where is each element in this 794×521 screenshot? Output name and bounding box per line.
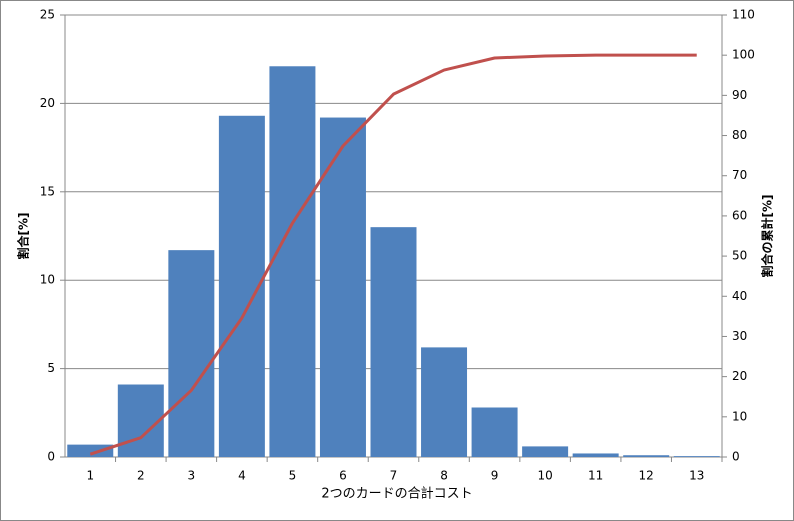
bar xyxy=(67,444,114,457)
x-tick-label: 5 xyxy=(289,469,297,483)
x-tick-label: 10 xyxy=(537,469,552,483)
x-tick-label: 12 xyxy=(639,469,654,483)
y-tick-label: 5 xyxy=(47,361,55,375)
x-tick-label: 11 xyxy=(588,469,603,483)
bar xyxy=(168,250,215,457)
y2-tick-label: 80 xyxy=(732,128,747,142)
line-series xyxy=(89,53,697,456)
y2-tick-label: 100 xyxy=(732,48,755,62)
y-tick-label: 20 xyxy=(40,96,55,110)
y-tick-label: 10 xyxy=(40,273,55,287)
bar xyxy=(522,446,569,457)
y2-tick-label: 30 xyxy=(732,329,747,343)
bar xyxy=(370,227,417,457)
x-tick-label: 9 xyxy=(491,469,499,483)
y-tick-label: 15 xyxy=(40,184,55,198)
x-tick-label: 2 xyxy=(137,469,145,483)
bar xyxy=(319,117,366,457)
x-tick-label: 6 xyxy=(339,469,347,483)
y2-tick-label: 60 xyxy=(732,208,747,222)
y2-tick-label: 50 xyxy=(732,249,747,263)
x-tick-label: 7 xyxy=(390,469,398,483)
x-tick-label: 1 xyxy=(86,469,94,483)
bar xyxy=(572,453,619,457)
bar xyxy=(623,455,670,457)
y2-tick-label: 10 xyxy=(732,409,747,423)
y2-tick-label: 40 xyxy=(732,289,747,303)
y2-axis-label: 割合の累計[%] xyxy=(760,195,775,278)
bar xyxy=(421,347,468,457)
x-tick-label: 4 xyxy=(238,469,246,483)
x-tick-label: 3 xyxy=(188,469,196,483)
bar xyxy=(269,66,316,457)
y2-tick-label: 110 xyxy=(732,8,755,22)
y-tick-label: 25 xyxy=(40,8,55,22)
bar xyxy=(673,456,720,457)
y2-tick-label: 0 xyxy=(732,450,740,464)
y2-tick-label: 20 xyxy=(732,369,747,383)
y-axis-label: 割合[%] xyxy=(16,213,31,260)
bar xyxy=(117,384,164,457)
y2-tick-label: 70 xyxy=(732,168,747,182)
x-axis-label: 2つのカードの合計コスト xyxy=(321,486,472,502)
x-tick-label: 8 xyxy=(440,469,448,483)
y2-tick-label: 90 xyxy=(732,88,747,102)
y-tick-label: 0 xyxy=(47,450,55,464)
x-tick-label: 13 xyxy=(689,469,704,483)
bar xyxy=(471,407,518,457)
